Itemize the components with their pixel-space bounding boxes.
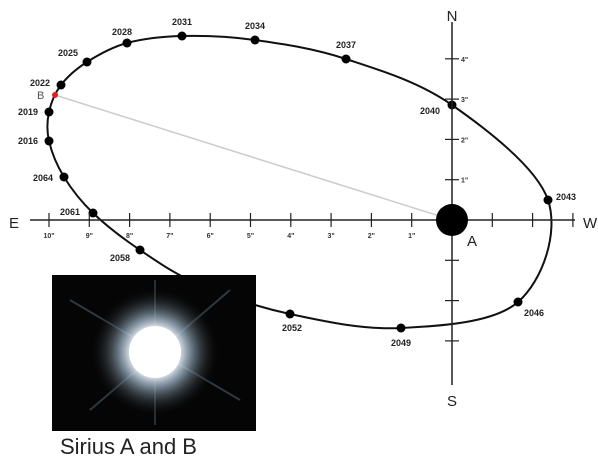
west: W bbox=[583, 215, 598, 232]
year-label: 2031 bbox=[172, 17, 192, 27]
orbit-point bbox=[60, 173, 69, 182]
x-scale-label: 5" bbox=[247, 233, 254, 240]
year-label: 2028 bbox=[112, 27, 132, 37]
star-a-label: A bbox=[467, 233, 477, 250]
orbit-point bbox=[251, 36, 260, 45]
year-label: 2043 bbox=[556, 192, 576, 202]
orbit-point bbox=[83, 58, 92, 67]
x-scale-label: 3" bbox=[327, 233, 334, 240]
orbit-point bbox=[136, 246, 145, 255]
year-label: 2046 bbox=[524, 308, 544, 318]
sirius-b bbox=[52, 92, 58, 98]
orbit-point bbox=[544, 196, 553, 205]
x-scale-label: 6" bbox=[207, 233, 214, 240]
year-label: 2019 bbox=[18, 107, 38, 117]
east: E bbox=[9, 215, 19, 232]
year-label: 2058 bbox=[110, 253, 130, 263]
x-scale-label: 2" bbox=[368, 233, 375, 240]
y-scale-label: 3" bbox=[461, 97, 468, 104]
sirius-a bbox=[436, 204, 468, 236]
orbit-point bbox=[342, 55, 351, 64]
y-scale-label: 4" bbox=[461, 57, 468, 64]
year-label: 2049 bbox=[391, 338, 411, 348]
separation-line bbox=[55, 95, 452, 220]
y-scale-label: 2" bbox=[461, 137, 468, 144]
x-scale-label: 9" bbox=[86, 233, 93, 240]
orbit-point bbox=[286, 310, 295, 319]
north: N bbox=[447, 8, 458, 25]
orbit-point bbox=[45, 137, 54, 146]
caption: Sirius A and B bbox=[60, 434, 197, 459]
orbit-point bbox=[45, 108, 54, 117]
y-scale-label: 1" bbox=[461, 178, 468, 185]
year-label: 2016 bbox=[18, 136, 38, 146]
x-scale-label: 1" bbox=[408, 233, 415, 240]
orbit-point bbox=[123, 39, 132, 48]
x-scale-label: 8" bbox=[126, 233, 133, 240]
year-label: 2022 bbox=[30, 78, 50, 88]
orbit-diagram: 2031 2034 2037 2040 2043 2046 2049 2052 2058 2061… bbox=[0, 0, 598, 459]
year-label: 2040 bbox=[420, 106, 440, 116]
year-label: 2061 bbox=[60, 207, 80, 217]
year-label: 2064 bbox=[33, 173, 53, 183]
x-scale-label: 10" bbox=[43, 233, 54, 240]
star-b-label: B bbox=[37, 90, 44, 102]
orbit-point bbox=[514, 298, 523, 307]
south: S bbox=[447, 393, 457, 410]
year-label: 2037 bbox=[336, 40, 356, 50]
year-label: 2034 bbox=[245, 21, 265, 31]
year-label: 2052 bbox=[282, 323, 302, 333]
x-scale-label: 4" bbox=[287, 233, 294, 240]
orbit-point bbox=[57, 81, 66, 90]
orbit-point bbox=[178, 32, 187, 41]
year-label: 2025 bbox=[58, 48, 78, 58]
x-scale-label: 7" bbox=[166, 233, 173, 240]
orbit-point bbox=[397, 324, 406, 333]
